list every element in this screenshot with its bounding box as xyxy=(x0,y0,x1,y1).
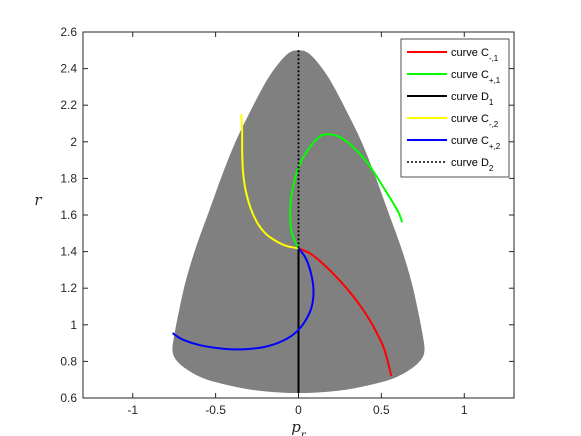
legend-label-6: curve D2 xyxy=(451,157,494,173)
y-tick-label: 1.2 xyxy=(60,281,77,295)
y-tick-label: 1.6 xyxy=(60,208,77,222)
y-tick-label: 1.4 xyxy=(60,245,77,259)
y-tick-label: 0.6 xyxy=(60,391,77,405)
y-axis-label: r xyxy=(34,191,42,209)
legend-box xyxy=(400,38,510,178)
y-tick-label: 2.2 xyxy=(60,98,77,112)
series-line-4 xyxy=(240,114,299,250)
y-tick-label: 2 xyxy=(70,135,77,149)
legend-label-5: curve C+,2 xyxy=(451,135,501,151)
legend-label-4: curve C-,2 xyxy=(451,113,499,129)
legend-label-2: curve C+,1 xyxy=(451,69,501,85)
x-axis-label: pr xyxy=(291,418,307,436)
legend-label-3: curve D1 xyxy=(451,91,494,107)
y-tick-label: 1 xyxy=(70,318,77,332)
y-tick-label: 0.8 xyxy=(60,354,77,368)
x-tick-label: -0.5 xyxy=(205,403,226,417)
x-tick-label: -1 xyxy=(127,403,138,417)
x-tick-label: 0 xyxy=(295,403,302,417)
y-tick-label: 2.4 xyxy=(60,62,77,76)
x-tick-label: 0.5 xyxy=(373,403,390,417)
x-tick-label: 1 xyxy=(461,403,468,417)
legend-label-1: curve C-,1 xyxy=(451,47,499,63)
series-line-2 xyxy=(289,133,404,249)
y-tick-label: 1.8 xyxy=(60,171,77,185)
series-line-1 xyxy=(298,247,393,377)
series-line-5 xyxy=(171,247,315,351)
y-tick-label: 2.6 xyxy=(60,25,77,39)
